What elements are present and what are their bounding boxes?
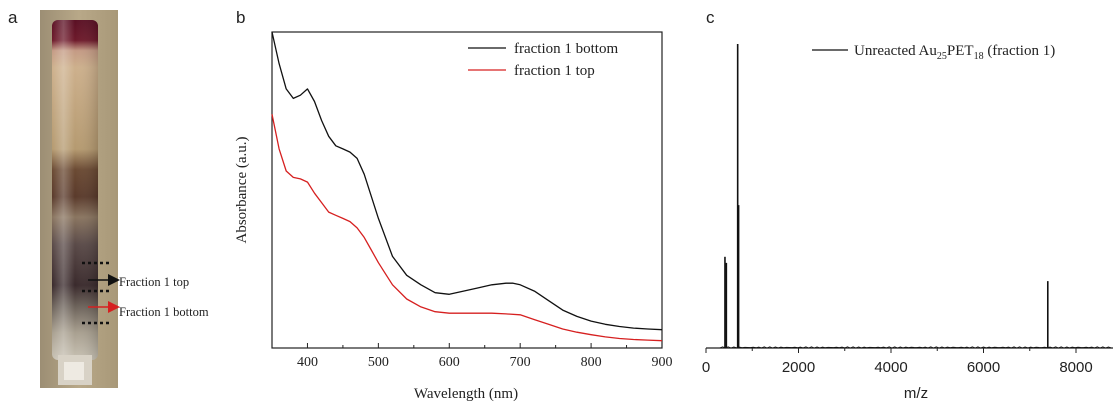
ms-xtick-label: 6000 (967, 359, 1000, 376)
ms-xtick-label: 4000 (874, 359, 907, 376)
uvvis-xtick-label: 900 (652, 355, 673, 370)
ms-legend-label: Unreacted Au25PET18 (fraction 1) (854, 43, 1055, 62)
uvvis-xlabel: Wavelength (nm) (414, 386, 518, 402)
uvvis-chart: 400 500 600 700 800 900 Wavelength (nm) Absor… (234, 31, 673, 402)
panel-b-letter: b (236, 8, 246, 27)
panel-a-letter: a (8, 8, 18, 27)
arrow-bottom-head (108, 301, 120, 313)
ms-legend: Unreacted Au25PET18 (fraction 1) (812, 43, 1055, 62)
ms-chart: 0 2000 4000 6000 8000 m/z Unreacted Au25PET1… (702, 43, 1113, 402)
ms-xtick-label: 2000 (782, 359, 815, 376)
uvvis-xtick-label: 500 (368, 355, 389, 370)
ms-xtick-label: 8000 (1059, 359, 1092, 376)
label-fraction-bottom: Fraction 1 bottom (119, 305, 209, 319)
uvvis-legend-label: fraction 1 bottom (514, 41, 618, 57)
panel-c-letter: c (706, 8, 715, 27)
uvvis-ylabel: Absorbance (a.u.) (234, 136, 250, 243)
ms-ticks: 0 2000 4000 6000 8000 (702, 348, 1093, 376)
label-fraction-top: Fraction 1 top (119, 275, 189, 289)
uvvis-xtick-label: 600 (439, 355, 460, 370)
uvvis-legend: fraction 1 bottom fraction 1 top (468, 41, 618, 79)
uvvis-xtick-label: 700 (510, 355, 531, 370)
ms-xtick-label: 0 (702, 359, 710, 376)
uvvis-xtick-label: 800 (581, 355, 602, 370)
ms-peaks (719, 44, 1112, 349)
uvvis-ticks: 400 500 600 700 800 900 (271, 343, 673, 370)
uvvis-series-line (271, 31, 663, 331)
uvvis-legend-label: fraction 1 top (514, 63, 595, 79)
uvvis-axes (271, 31, 663, 349)
column-photo: Fraction 1 top Fraction 1 bottom (40, 10, 209, 388)
ms-xlabel: m/z (904, 385, 928, 402)
ms-baseline (719, 346, 1112, 349)
uvvis-frame (271, 31, 663, 349)
uvvis-series (271, 31, 663, 342)
uvvis-series-line (271, 114, 663, 342)
uvvis-xtick-label: 400 (297, 355, 318, 370)
arrow-top-head (108, 274, 120, 286)
